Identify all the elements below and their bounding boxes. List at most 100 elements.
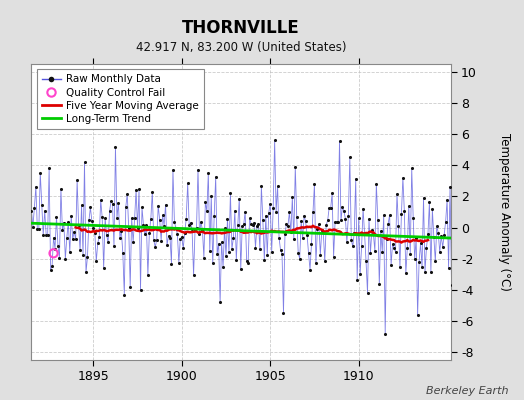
Point — [449, 238, 457, 245]
Point — [270, 137, 279, 144]
Point — [283, 222, 292, 229]
Point — [362, 258, 370, 264]
Point — [403, 245, 411, 251]
Point — [292, 214, 301, 221]
Point — [379, 212, 388, 218]
Point — [285, 209, 293, 216]
Point — [226, 190, 235, 196]
Point — [113, 215, 121, 222]
Point — [252, 244, 260, 251]
Point — [54, 243, 62, 249]
Point — [281, 231, 289, 237]
Point — [204, 170, 213, 176]
Point — [238, 223, 246, 230]
Point — [102, 232, 111, 238]
Point — [125, 225, 133, 232]
Point — [142, 222, 150, 228]
Point — [123, 191, 132, 197]
Point — [172, 225, 180, 231]
Point — [73, 177, 81, 183]
Point — [55, 255, 63, 262]
Point — [296, 255, 304, 262]
Point — [61, 256, 70, 262]
Point — [116, 235, 124, 241]
Point — [243, 258, 251, 264]
Point — [79, 251, 87, 258]
Point — [194, 166, 202, 173]
Point — [158, 212, 167, 219]
Point — [326, 205, 335, 212]
Point — [428, 206, 436, 212]
Point — [222, 252, 230, 259]
Point — [388, 241, 397, 247]
Point — [185, 221, 193, 228]
Point — [40, 207, 49, 214]
Point — [323, 217, 332, 223]
Point — [118, 250, 127, 256]
Point — [256, 245, 264, 252]
Point — [132, 186, 140, 193]
Point — [91, 230, 99, 236]
Point — [409, 215, 418, 221]
Point — [459, 215, 467, 221]
Point — [49, 250, 58, 256]
Point — [415, 258, 423, 265]
Point — [83, 254, 92, 260]
Point — [424, 231, 432, 237]
Point — [384, 220, 392, 227]
Point — [231, 208, 239, 214]
Point — [214, 240, 223, 247]
Point — [347, 237, 355, 244]
Point — [357, 243, 366, 250]
Point — [248, 222, 257, 228]
Point — [210, 212, 219, 219]
Point — [117, 228, 126, 234]
Point — [76, 247, 84, 254]
Point — [170, 219, 179, 225]
Point — [257, 183, 266, 190]
Point — [239, 221, 248, 228]
Point — [33, 226, 41, 232]
Point — [453, 250, 462, 256]
Point — [219, 264, 227, 271]
Point — [405, 203, 413, 209]
Point — [419, 194, 428, 201]
Point — [235, 196, 244, 202]
Point — [127, 215, 136, 221]
Point — [359, 206, 367, 212]
Point — [300, 212, 308, 219]
Point — [64, 219, 72, 225]
Point — [203, 208, 211, 214]
Point — [352, 176, 360, 182]
Point — [363, 290, 372, 296]
Point — [229, 235, 237, 241]
Point — [189, 272, 198, 278]
Point — [60, 220, 68, 226]
Point — [94, 240, 102, 246]
Point — [70, 228, 79, 235]
Point — [401, 270, 410, 276]
Point — [86, 204, 95, 211]
Point — [461, 227, 469, 233]
Point — [223, 216, 232, 222]
Point — [141, 231, 149, 238]
Point — [160, 222, 168, 229]
Point — [437, 233, 445, 239]
Point — [105, 208, 114, 214]
Point — [464, 214, 472, 220]
Point — [71, 236, 80, 242]
Point — [353, 277, 362, 283]
Point — [410, 256, 419, 262]
Point — [95, 234, 103, 240]
Point — [466, 216, 475, 222]
Point — [122, 204, 130, 210]
Point — [120, 291, 128, 298]
Point — [455, 240, 463, 246]
Point — [452, 228, 460, 235]
Text: 42.917 N, 83.200 W (United States): 42.917 N, 83.200 W (United States) — [136, 42, 346, 54]
Point — [183, 180, 192, 186]
Point — [174, 260, 183, 266]
Point — [386, 212, 394, 218]
Y-axis label: Temperature Anomaly (°C): Temperature Anomaly (°C) — [498, 133, 511, 291]
Point — [307, 241, 315, 247]
